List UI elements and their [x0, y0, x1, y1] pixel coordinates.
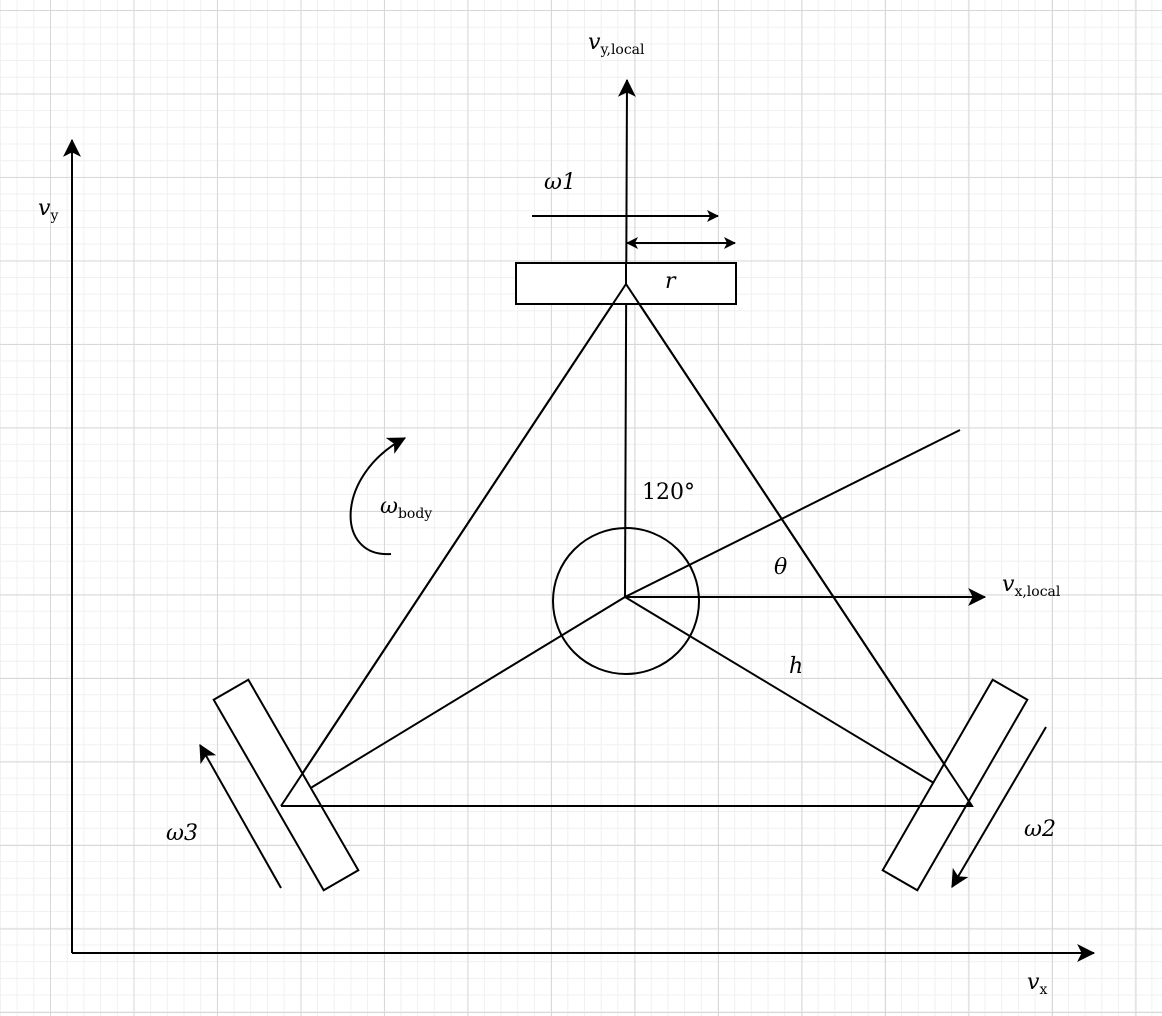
wheel-2 [881, 678, 1029, 892]
wheel-3 [212, 678, 360, 892]
omega3-label: ω3 [166, 821, 198, 846]
vy-local-label: vy,local [588, 30, 645, 58]
h-label: h [789, 654, 804, 679]
spoke-to-wheel-3 [280, 596, 626, 807]
theta-direction-line [624, 429, 961, 598]
spoke-to-wheel-2 [624, 596, 973, 807]
r-label: r [665, 269, 676, 294]
triangle-edge-left [280, 283, 627, 807]
omega-body-rotation-arrow [349, 437, 406, 556]
vy-label: vy [38, 196, 59, 224]
vx-local-label: vx,local [1002, 572, 1061, 600]
omega3-arrow [199, 744, 282, 889]
omega-body-label: ωbody [380, 494, 433, 522]
vx-label: vx [1027, 970, 1048, 998]
theta-label: θ [774, 555, 788, 580]
omega1-label: ω1 [544, 170, 576, 195]
angle-120-label: 120° [642, 480, 695, 505]
local-y-axis [617, 78, 636, 598]
triangle-edge-right [625, 283, 973, 807]
omega2-label: ω2 [1024, 817, 1056, 842]
omega2-arrow [951, 726, 1047, 888]
